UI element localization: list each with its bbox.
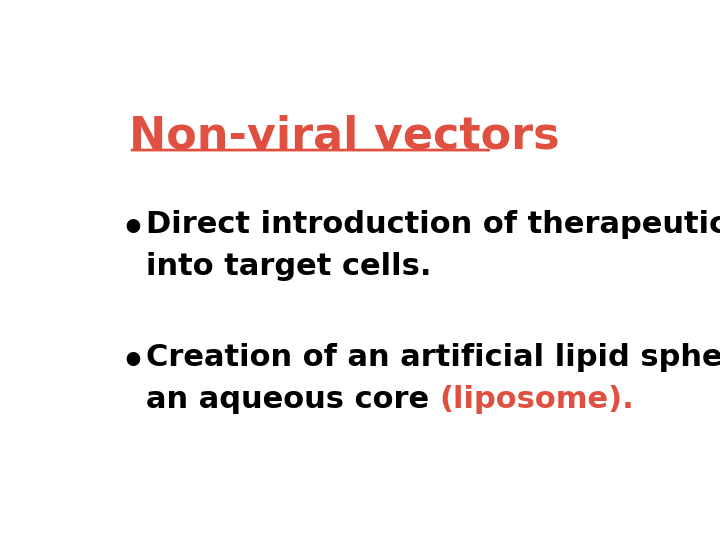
Text: Non-viral vectors: Non-viral vectors bbox=[129, 114, 559, 158]
Text: (liposome).: (liposome). bbox=[439, 385, 634, 414]
Text: Creation of an artificial lipid sphere with: Creation of an artificial lipid sphere w… bbox=[145, 343, 720, 373]
Text: an aqueous core: an aqueous core bbox=[145, 385, 439, 414]
Text: into target cells.: into target cells. bbox=[145, 252, 431, 281]
Text: Direct introduction of therapeutic DNA: Direct introduction of therapeutic DNA bbox=[145, 210, 720, 239]
Text: •: • bbox=[121, 343, 145, 381]
Text: •: • bbox=[121, 210, 145, 248]
